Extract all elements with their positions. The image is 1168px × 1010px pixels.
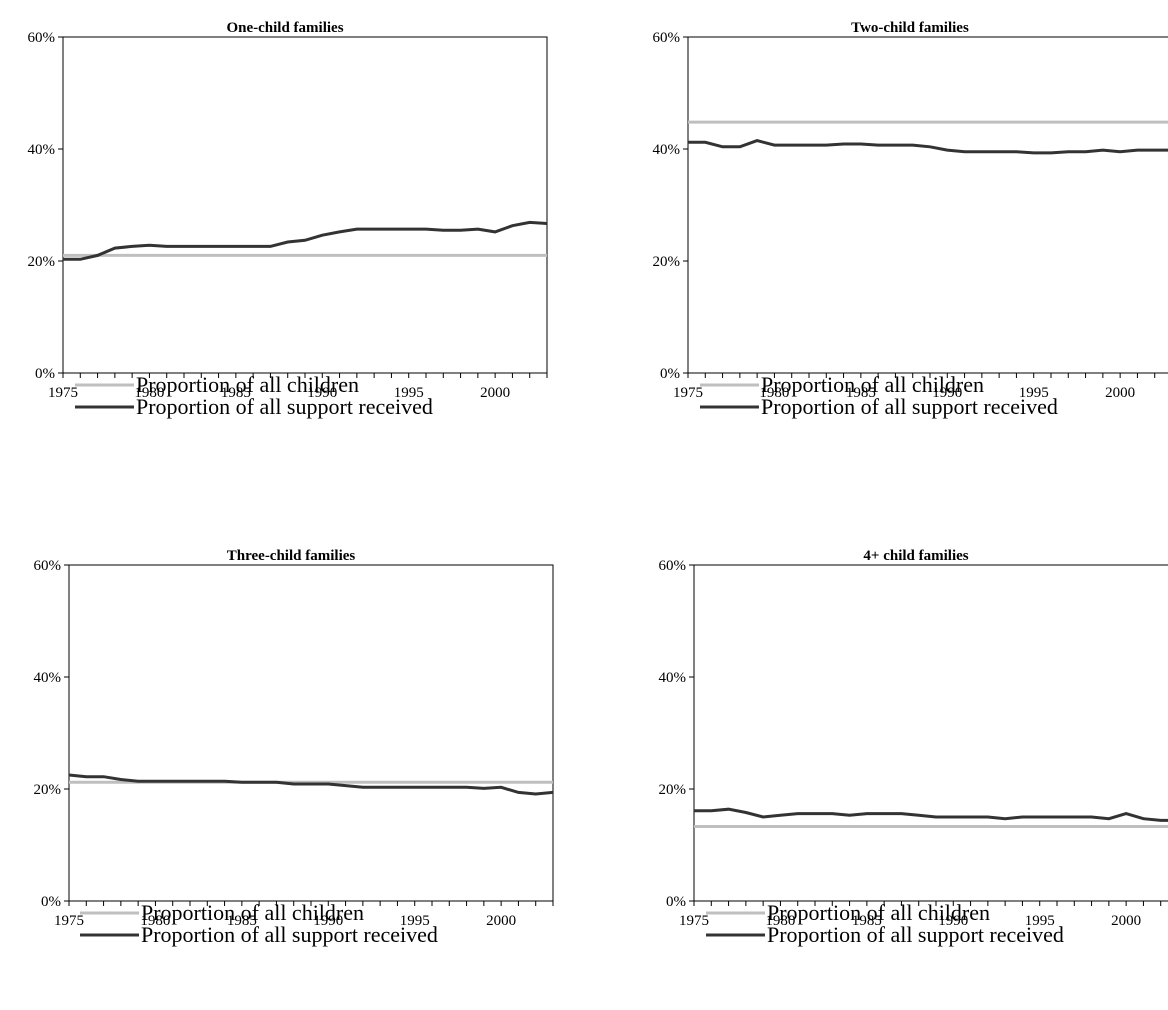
y-tick-label: 20%: [34, 782, 62, 798]
y-tick-label: 0%: [660, 366, 680, 382]
x-tick-label: 1975: [679, 913, 709, 929]
y-tick-label: 20%: [653, 254, 681, 270]
y-tick-label: 40%: [653, 142, 681, 158]
x-tick-label: 1975: [48, 385, 78, 401]
y-tick-label: 0%: [35, 366, 55, 382]
series-line-support: [688, 141, 1168, 153]
chart-title: One-child families: [226, 20, 343, 36]
series-line-support: [63, 222, 547, 259]
x-tick-label: 2000: [1111, 913, 1141, 929]
legend-label-support: Proportion of all support received: [136, 394, 433, 419]
y-tick-label: 60%: [653, 30, 681, 46]
x-tick-label: 1975: [54, 913, 84, 929]
y-tick-label: 0%: [666, 894, 686, 910]
y-tick-label: 20%: [659, 782, 687, 798]
x-tick-label: 1975: [673, 385, 703, 401]
plot-frame: [694, 565, 1168, 901]
y-tick-label: 40%: [34, 670, 62, 686]
chart-title: 4+ child families: [863, 548, 968, 564]
plot-frame: [688, 37, 1168, 373]
chart-title: Three-child families: [227, 548, 356, 564]
series-line-support: [69, 775, 553, 794]
y-tick-label: 40%: [659, 670, 687, 686]
chart-title: Two-child families: [851, 20, 969, 36]
y-tick-label: 60%: [659, 558, 687, 574]
y-tick-label: 60%: [34, 558, 62, 574]
series-line-support: [694, 809, 1168, 820]
x-tick-label: 2000: [486, 913, 516, 929]
y-tick-label: 60%: [28, 30, 56, 46]
y-tick-label: 40%: [28, 142, 56, 158]
plot-frame: [69, 565, 553, 901]
legend-label-support: Proportion of all support received: [761, 394, 1058, 419]
legend-label-support: Proportion of all support received: [141, 922, 438, 947]
y-tick-label: 0%: [41, 894, 61, 910]
x-tick-label: 2000: [1105, 385, 1135, 401]
x-tick-label: 2000: [480, 385, 510, 401]
plot-frame: [63, 37, 547, 373]
legend-label-support: Proportion of all support received: [767, 922, 1064, 947]
y-tick-label: 20%: [28, 254, 56, 270]
